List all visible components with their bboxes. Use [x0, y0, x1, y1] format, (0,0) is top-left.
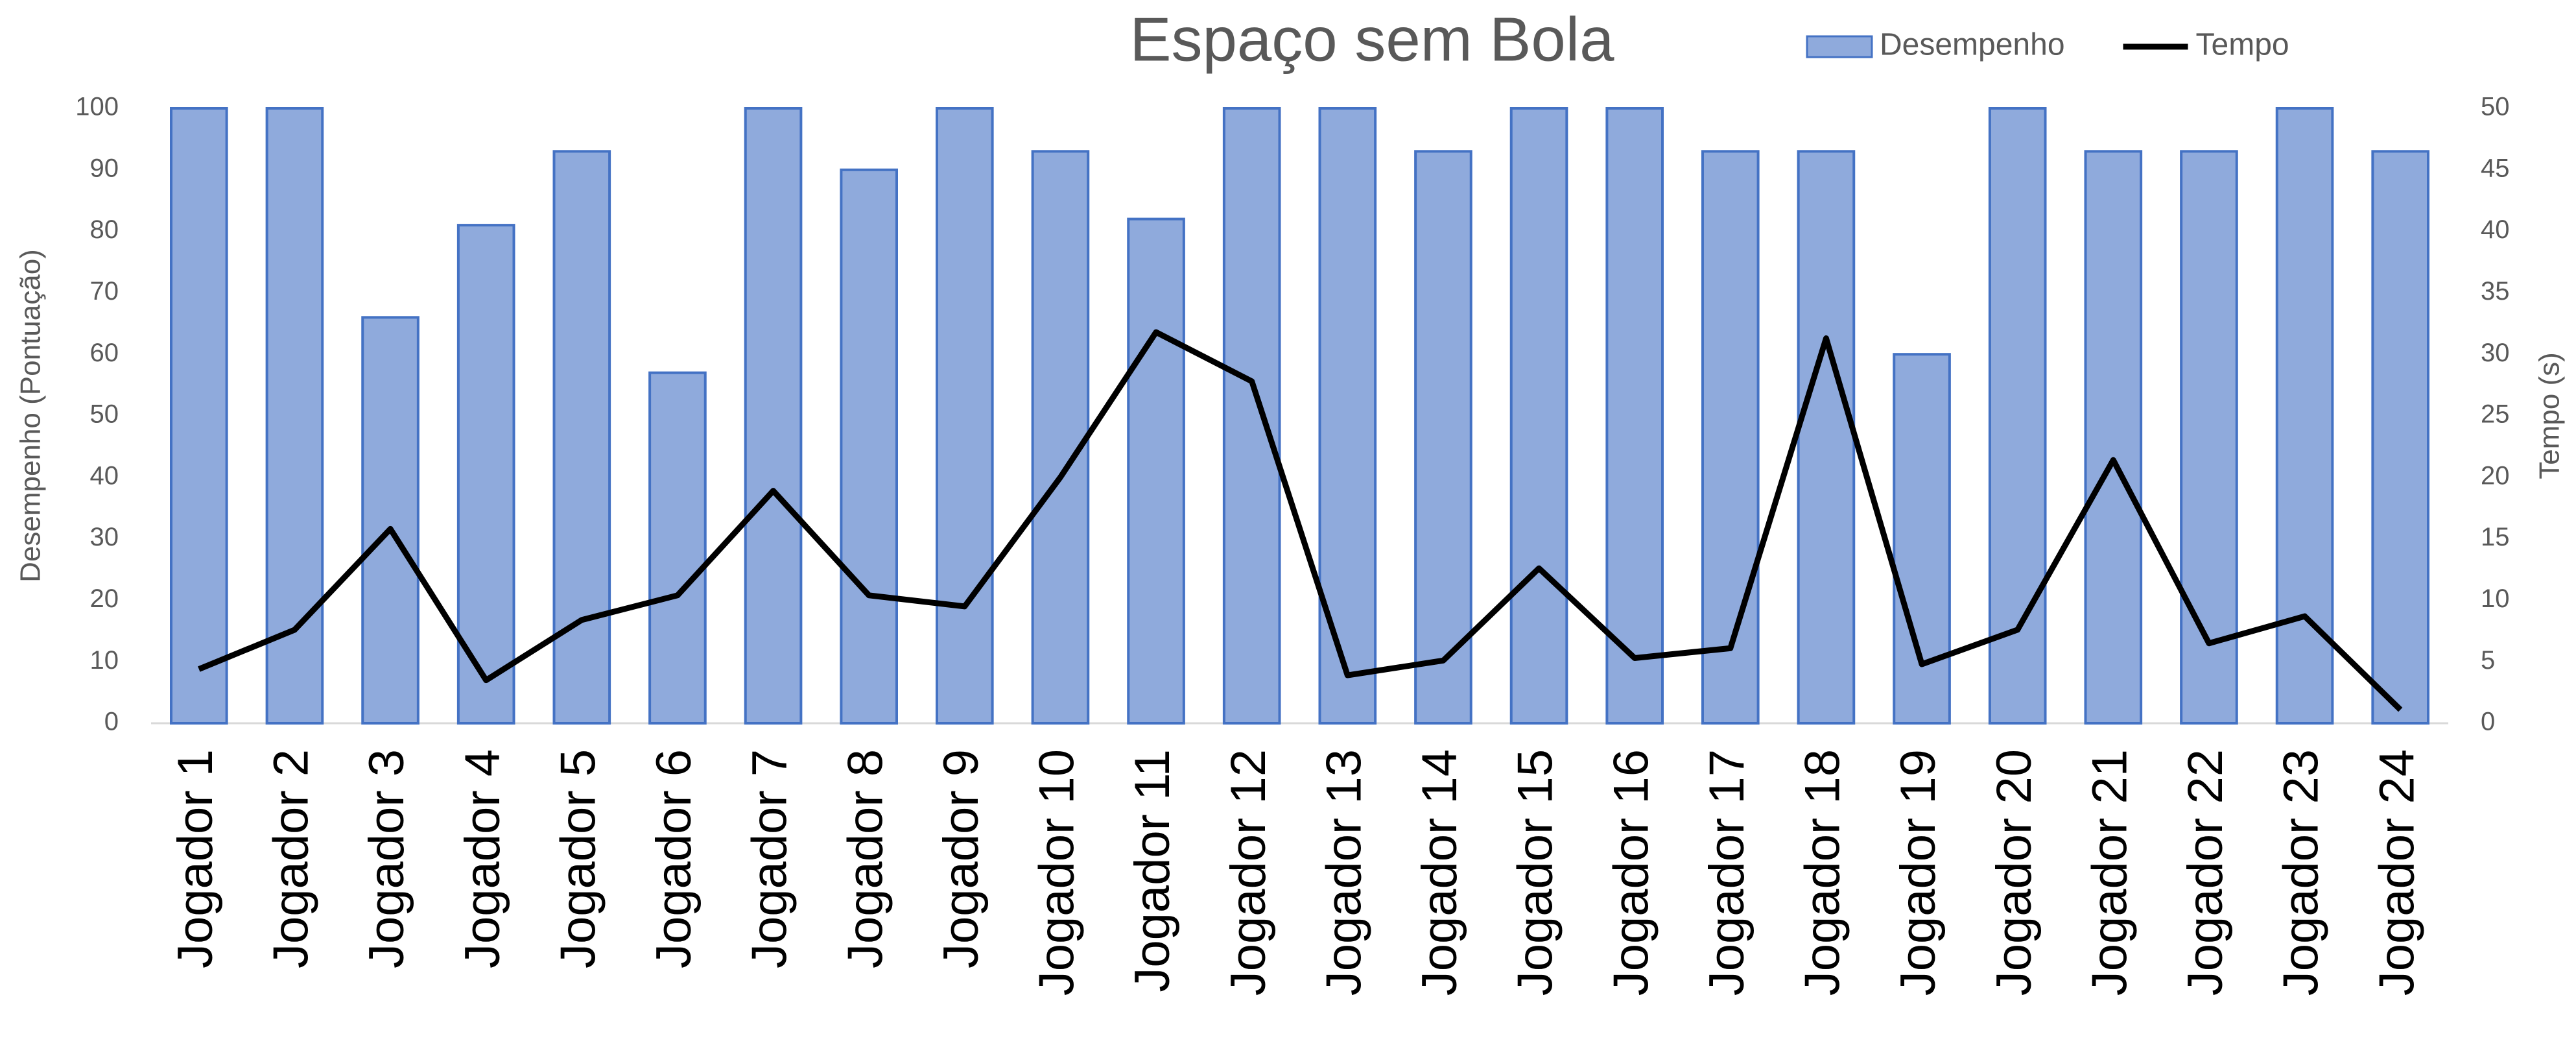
- x-tick-label: Jogador 12: [1221, 749, 1276, 996]
- bar: [1222, 107, 1281, 725]
- x-tick-label: Jogador 17: [1699, 749, 1755, 996]
- y2-tick-label: 25: [2481, 400, 2510, 429]
- bar: [2084, 150, 2143, 725]
- x-tick-label: Jogador 18: [1795, 749, 1850, 996]
- bar: [1031, 150, 1090, 725]
- x-tick-label: Jogador 8: [838, 749, 893, 968]
- chart-title: Espaço sem Bola: [1129, 5, 1614, 74]
- y2-tick-label: 35: [2481, 277, 2510, 306]
- y2-tick-label: 0: [2481, 708, 2495, 736]
- y-tick-label: 20: [90, 584, 119, 613]
- x-tick-label: Jogador 13: [1316, 749, 1371, 996]
- bar: [2371, 150, 2429, 725]
- legend-label: Tempo: [2196, 28, 2289, 62]
- x-tick-label: Jogador 5: [550, 749, 606, 968]
- bar: [2275, 107, 2334, 725]
- x-tick-label: Jogador 4: [455, 749, 510, 968]
- x-tick-label: Jogador 3: [359, 749, 414, 968]
- x-tick-label: Jogador 22: [2178, 749, 2233, 996]
- x-tick-label: Jogador 9: [934, 749, 989, 968]
- y-tick-label: 60: [90, 339, 119, 367]
- x-tick-label: Jogador 19: [1891, 749, 1946, 996]
- x-tick-label: Jogador 6: [646, 749, 702, 968]
- bar: [1701, 150, 1760, 725]
- y-tick-label: 10: [90, 646, 119, 675]
- y2-tick-label: 50: [2481, 93, 2510, 121]
- y-tick-label: 100: [75, 93, 119, 121]
- line: [198, 329, 2403, 712]
- y-tick-label: 70: [90, 277, 119, 306]
- y2-tick-label: 45: [2481, 154, 2510, 182]
- x-tick-label: Jogador 11: [1125, 749, 1180, 992]
- x-tick-label: Jogador 16: [1603, 749, 1659, 996]
- bar: [648, 371, 707, 725]
- y-tick-label: 80: [90, 215, 119, 244]
- y-tick-label: 50: [90, 400, 119, 429]
- y2-tick-label: 20: [2481, 461, 2510, 490]
- y2-tick-label: 10: [2481, 584, 2510, 613]
- bar: [840, 168, 898, 725]
- y2-tick-label: 5: [2481, 646, 2495, 675]
- y2-tick-label: 30: [2481, 339, 2510, 367]
- bar: [1318, 107, 1377, 725]
- bar: [361, 316, 419, 725]
- y-axis-title: Desempenho (Pontuação): [15, 249, 47, 582]
- bar: [1988, 107, 2047, 725]
- bar: [170, 107, 228, 725]
- bar: [1605, 107, 1664, 725]
- y2-tick-label: 40: [2481, 215, 2510, 244]
- bar: [744, 107, 803, 725]
- x-tick-label: Jogador 2: [264, 749, 319, 968]
- bar: [1414, 150, 1472, 725]
- y-tick-label: 0: [104, 708, 119, 736]
- x-tick-label: Jogador 1: [168, 749, 223, 968]
- x-tick-label: Jogador 10: [1030, 749, 1085, 996]
- y2-axis-title: Tempo (s): [2534, 352, 2566, 479]
- x-tick-label: Jogador 14: [1412, 749, 1467, 996]
- bar: [1509, 107, 1568, 725]
- x-tick-label: Jogador 23: [2274, 749, 2329, 996]
- bar: [1127, 217, 1185, 725]
- x-tick-label: Jogador 24: [2369, 749, 2424, 996]
- x-tick-label: Jogador 21: [2082, 749, 2137, 996]
- bar: [1797, 150, 1856, 725]
- bar: [265, 107, 324, 725]
- bar: [552, 150, 611, 725]
- y-tick-label: 30: [90, 523, 119, 551]
- bar: [1893, 353, 1951, 725]
- bar: [456, 224, 515, 725]
- legend-swatch: [1806, 35, 1873, 58]
- y2-tick-label: 15: [2481, 523, 2510, 551]
- x-tick-label: Jogador 20: [1987, 749, 2042, 996]
- bar: [2180, 150, 2238, 725]
- legend-label: Desempenho: [1880, 28, 2065, 62]
- y-tick-label: 90: [90, 154, 119, 182]
- x-tick-label: Jogador 7: [742, 749, 798, 968]
- x-tick-label: Jogador 15: [1508, 749, 1563, 996]
- bar: [936, 107, 994, 725]
- y-tick-label: 40: [90, 461, 119, 490]
